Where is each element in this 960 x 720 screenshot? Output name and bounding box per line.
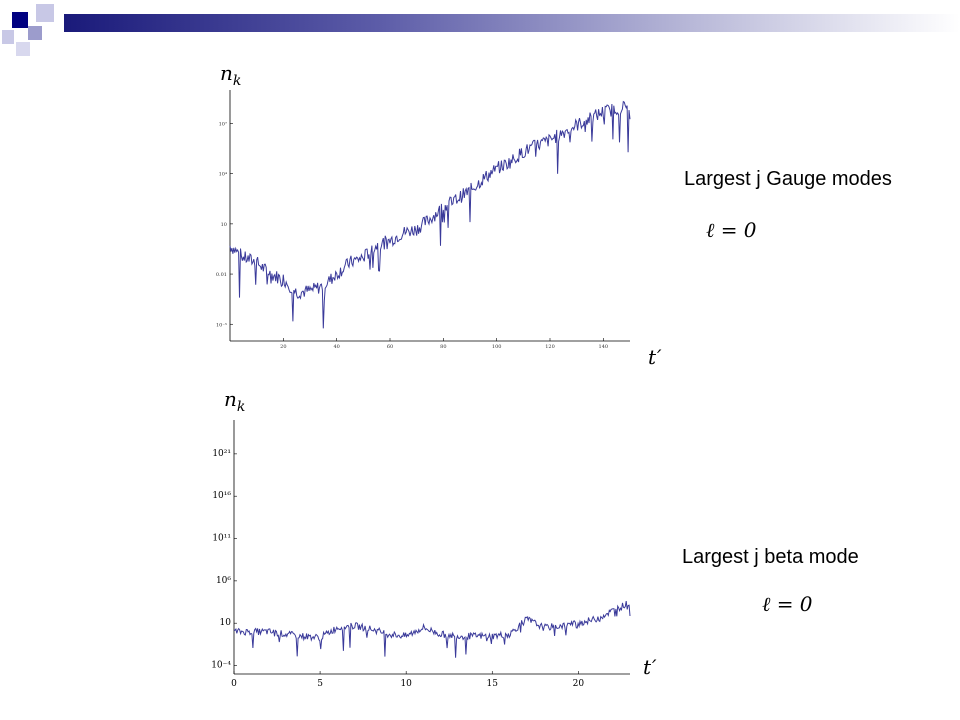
bottom-chart-x-tick-label: 20 [573,679,585,689]
bottom-chart-ylabel: nk [224,387,245,415]
bottom-chart-y-tick-label: 10²¹ [212,449,231,459]
top-chart-x-tick-label: 140 [599,344,609,350]
bottom-annotation-ell: ℓ = 0 [762,592,813,616]
top-chart-x-tick-label: 120 [545,344,555,350]
bottom-chart-ticks: 0 5 10 15 20 10⁻⁴ 10 10⁶ 10¹¹ 10¹⁶ 10²¹ [211,449,584,689]
bottom-chart-series-line [233,601,631,658]
top-chart-x-tick-label: 40 [333,344,339,350]
top-chart-series-line [229,100,631,329]
top-annotation-ell: ℓ = 0 [706,218,757,242]
deco-square-light-3 [16,42,30,56]
top-chart-y-tick-label: 10⁴ [219,172,227,178]
top-chart-xlabel: t′ [648,345,662,369]
top-chart-ticks: 20 40 60 80 100 120 140 10⁻⁵ 0.01 10 10⁴ 10⁷ [216,121,608,350]
top-chart-x-tick-label: 20 [280,344,286,350]
deco-square-light-2 [2,30,14,44]
top-chart-ylabel: nk [220,61,241,89]
bottom-chart-y-tick-label: 10⁶ [216,576,231,586]
bottom-chart-xlabel: t′ [643,655,657,679]
bottom-chart-y-tick-label: 10¹¹ [212,534,231,544]
top-chart-y-tick-label: 10⁻⁵ [216,322,227,328]
bottom-chart-x-tick-label: 15 [487,679,499,689]
bottom-chart: nk t′ 0 5 10 15 20 10⁻⁴ 10 10⁶ 10¹¹ 10¹⁶ 10²¹ [211,387,657,689]
header-gradient-bar [64,14,960,32]
top-chart-y-tick-label: 10 [221,222,227,228]
bottom-chart-y-tick-label: 10¹⁶ [212,491,231,501]
top-chart-x-tick-label: 60 [387,344,393,350]
bottom-chart-y-tick-label: 10⁻⁴ [211,661,231,671]
slide-header [0,0,960,60]
bottom-chart-x-tick-label: 5 [317,679,323,689]
top-chart-x-tick-label: 100 [492,344,502,350]
bottom-chart-y-tick-label: 10 [220,618,232,628]
deco-square-navy [12,12,28,28]
top-annotation-label: Largest j Gauge modes [684,168,892,190]
bottom-chart-x-tick-label: 10 [400,679,412,689]
top-chart: nk t′ 20 40 60 80 100 120 140 10⁻⁵ 0.01 10 10⁴ 10⁷ [216,61,662,369]
top-chart-y-tick-label: 0.01 [216,272,227,278]
top-chart-y-tick-label: 10⁷ [219,121,227,127]
bottom-chart-x-tick-label: 0 [231,679,237,689]
top-chart-x-tick-label: 80 [440,344,446,350]
deco-square-light-1 [36,4,54,22]
deco-square-mid [28,26,42,40]
bottom-annotation-label: Largest j beta mode [682,546,859,568]
